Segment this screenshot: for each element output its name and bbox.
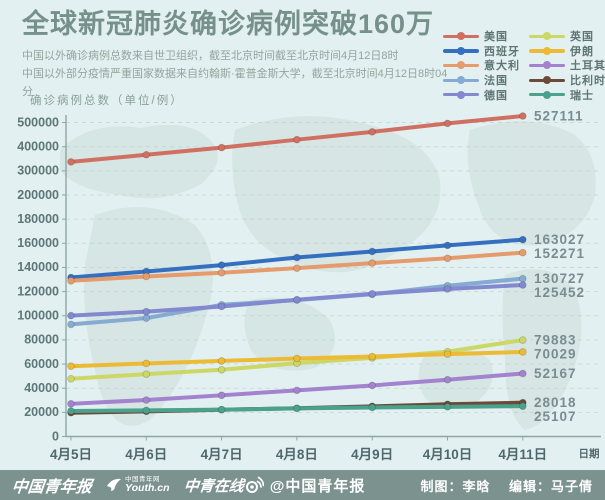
weibo-account: @中国青年报 <box>244 475 366 496</box>
svg-text:180000: 180000 <box>17 212 59 226</box>
legend-item-4: 德国 <box>443 87 520 102</box>
legend-item-1: 西班牙 <box>443 44 520 59</box>
legend-line-marker <box>529 76 565 85</box>
svg-text:70029: 70029 <box>534 346 577 361</box>
svg-text:4月9日: 4月9日 <box>351 447 393 462</box>
bird-icon <box>107 478 122 491</box>
youth-cn-domain: Youth.cn <box>125 482 170 494</box>
legend-line-marker <box>443 61 479 70</box>
svg-text:100000: 100000 <box>17 309 59 323</box>
svg-text:152271: 152271 <box>534 246 585 261</box>
credit-editor: 编辑：马子倩 <box>508 478 593 494</box>
chart-legend: 美国 西班牙意大利法国 德国 英国 伊朗土耳其比利时 瑞士 <box>443 29 605 102</box>
legend-line-marker <box>443 32 479 41</box>
source-note-line1: 中国以外确诊病例总数来自世卫组织，截至北京时间截至北京时间4月12日8时 <box>22 50 399 62</box>
legend-line-marker <box>529 61 565 70</box>
svg-text:日期: 日期 <box>579 447 600 460</box>
svg-text:4月11日: 4月11日 <box>498 447 547 462</box>
svg-text:60000: 60000 <box>24 357 59 371</box>
legend-label: 伊朗 <box>570 45 594 58</box>
china-youth-daily-logo: 中国青年报 <box>10 477 93 496</box>
legend-item-8: 比利时 <box>529 73 605 88</box>
youth-cn-label: 中国青年网 <box>125 475 161 483</box>
source-note-line2: 中国以外部分疫情严重国家数据来自约翰斯·霍普金斯大学，截至北京时间4月12日8时… <box>22 68 448 98</box>
y-axis-caption: 确诊病例总数（单位/例） <box>30 95 184 107</box>
legend-item-2: 意大利 <box>443 58 520 73</box>
legend-line-marker <box>529 90 565 99</box>
legend-item-6: 伊朗 <box>529 44 605 59</box>
data-source-note: 中国以外确诊病例总数来自世卫组织，截至北京时间截至北京时间4月12日8时 中国以… <box>22 47 452 101</box>
legend-line-marker <box>529 46 565 55</box>
legend-item-7: 土耳其 <box>529 58 605 73</box>
legend-item-3: 法国 <box>443 73 520 88</box>
legend-label: 法国 <box>484 75 508 88</box>
footer-logos: 中国青年报 中国青年网 Youth.cn 中青在线 <box>10 473 245 497</box>
zhongqing-online-logo: 中青在线 <box>182 476 245 495</box>
svg-text:140000: 140000 <box>17 260 59 274</box>
legend-line-marker <box>443 46 479 55</box>
svg-text:79883: 79883 <box>534 333 577 348</box>
weibo-handle: @中国青年报 <box>269 477 366 495</box>
svg-text:20000: 20000 <box>24 405 59 419</box>
svg-text:160000: 160000 <box>17 236 59 250</box>
youth-cn-logo: 中国青年网 Youth.cn <box>106 475 170 494</box>
svg-text:400000: 400000 <box>17 139 59 153</box>
legend-label: 德国 <box>484 89 508 102</box>
svg-text:52167: 52167 <box>534 366 577 381</box>
svg-text:500000: 500000 <box>17 115 59 129</box>
svg-text:130727: 130727 <box>534 271 585 286</box>
svg-text:80000: 80000 <box>24 333 59 347</box>
svg-text:4月8日: 4月8日 <box>276 447 318 462</box>
credits: 制图：李晗 编辑：马子倩 <box>420 476 593 495</box>
svg-text:4月6日: 4月6日 <box>125 447 167 462</box>
svg-text:527111: 527111 <box>534 109 584 124</box>
header: 全球新冠肺炎确诊病例突破160万 中国以外确诊病例总数来自世卫组织，截至北京时间… <box>22 8 452 101</box>
svg-text:4月7日: 4月7日 <box>201 447 243 462</box>
svg-text:4月5日: 4月5日 <box>50 447 92 462</box>
page-title: 全球新冠肺炎确诊病例突破160万 <box>22 9 435 39</box>
legend-label: 瑞士 <box>570 89 594 102</box>
svg-text:0: 0 <box>52 429 59 443</box>
credit-design: 制图：李晗 <box>420 478 491 494</box>
svg-text:120000: 120000 <box>17 284 59 298</box>
legend-label: 西班牙 <box>484 45 520 58</box>
legend-line-marker <box>443 76 479 85</box>
legend-line-marker <box>443 90 479 99</box>
svg-text:25107: 25107 <box>534 409 577 424</box>
footer-bar: 中国青年报 中国青年网 Youth.cn 中青在线 @中国青年报 <box>0 470 605 500</box>
legend-label: 比利时 <box>570 75 605 88</box>
svg-text:40000: 40000 <box>24 381 59 395</box>
legend-label: 土耳其 <box>570 60 605 73</box>
legend-label: 意大利 <box>484 60 520 73</box>
legend-item-5: 英国 <box>529 29 605 44</box>
weibo-icon <box>245 476 264 493</box>
svg-text:125452: 125452 <box>534 285 585 300</box>
legend-label: 美国 <box>484 31 508 44</box>
svg-text:28018: 28018 <box>534 395 577 410</box>
svg-text:300000: 300000 <box>17 164 59 178</box>
legend-label: 英国 <box>570 31 594 44</box>
legend-line-marker <box>529 32 565 41</box>
svg-text:4月10日: 4月10日 <box>423 447 473 462</box>
legend-item-0: 美国 <box>443 29 520 44</box>
svg-text:200000: 200000 <box>17 188 59 202</box>
legend-item-9: 瑞士 <box>529 87 605 102</box>
svg-text:163027: 163027 <box>534 232 585 247</box>
